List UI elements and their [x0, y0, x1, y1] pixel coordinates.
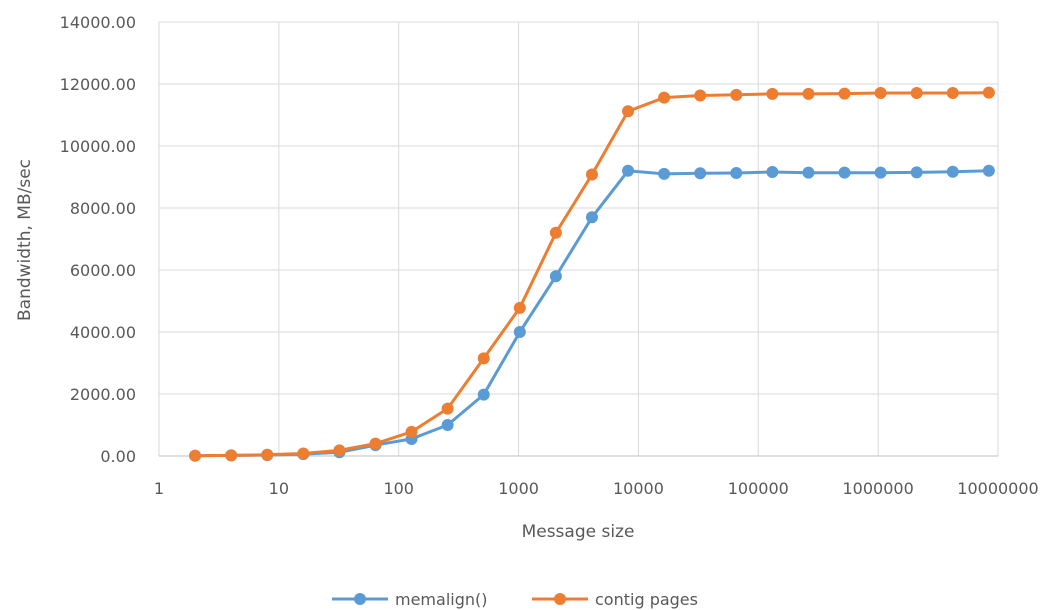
- data-point: [297, 447, 310, 460]
- x-tick-label: 100000: [728, 479, 789, 498]
- data-point: [910, 86, 923, 99]
- data-point: [189, 449, 202, 462]
- x-tick-label: 10000000: [957, 479, 1038, 498]
- data-point: [405, 425, 418, 438]
- x-tick-label: 100: [383, 479, 414, 498]
- series-2: [189, 86, 995, 462]
- legend-label: memalign(): [395, 590, 488, 609]
- data-point: [585, 211, 598, 224]
- data-point: [622, 105, 635, 118]
- data-point: [549, 270, 562, 283]
- legend-swatch-marker: [554, 593, 566, 605]
- data-point: [477, 388, 490, 401]
- y-tick-label: 10000.00: [60, 137, 136, 156]
- data-point: [694, 89, 707, 102]
- data-point: [838, 87, 851, 100]
- x-axis-tick-labels: 1 10 100 1000 10000 100000 1000000 10000000: [154, 479, 1039, 498]
- data-point: [982, 86, 995, 99]
- data-point: [585, 168, 598, 181]
- x-axis-label: Message size: [522, 522, 635, 542]
- data-point: [802, 87, 815, 100]
- data-point: [261, 448, 274, 461]
- data-point: [513, 326, 526, 338]
- y-tick-label: 8000.00: [70, 199, 136, 218]
- y-axis-tick-labels: 0.00 2000.00 4000.00 6000.00 8000.00 10000.00…: [60, 13, 136, 466]
- data-point: [622, 164, 635, 177]
- data-point: [838, 166, 851, 179]
- data-point: [333, 444, 346, 457]
- series-layer: [189, 86, 995, 462]
- x-tick-label: 1000000: [843, 479, 914, 498]
- data-point: [802, 166, 815, 179]
- x-tick-label: 1000: [498, 479, 539, 498]
- legend-item: memalign(): [332, 590, 488, 609]
- y-tick-label: 6000.00: [70, 261, 136, 280]
- data-point: [441, 402, 454, 415]
- data-point: [874, 86, 887, 99]
- x-tick-label: 10000: [613, 479, 664, 498]
- data-point: [369, 437, 382, 450]
- data-point: [982, 164, 995, 177]
- legend: memalign() contig pages: [332, 590, 698, 609]
- data-point: [730, 166, 743, 179]
- data-point: [441, 419, 454, 431]
- data-point: [658, 91, 671, 104]
- data-point: [658, 167, 671, 180]
- data-point: [766, 166, 779, 179]
- data-point: [910, 166, 923, 179]
- data-point: [946, 86, 959, 99]
- y-tick-label: 0.00: [100, 447, 136, 466]
- data-point: [225, 449, 238, 462]
- legend-label: contig pages: [595, 590, 698, 609]
- y-tick-label: 14000.00: [60, 13, 136, 32]
- series-1: [189, 164, 995, 462]
- x-tick-label: 1: [154, 479, 164, 498]
- legend-swatch-marker: [354, 593, 366, 605]
- data-point: [549, 226, 562, 239]
- data-point: [694, 167, 707, 180]
- data-point: [513, 301, 526, 314]
- data-point: [946, 165, 959, 178]
- y-tick-label: 2000.00: [70, 385, 136, 404]
- data-point: [874, 166, 887, 179]
- data-point: [766, 87, 779, 100]
- legend-item: contig pages: [532, 590, 698, 609]
- series-line: [195, 91, 989, 458]
- x-tick-label: 10: [269, 479, 289, 498]
- data-point: [730, 88, 743, 101]
- y-tick-label: 4000.00: [70, 323, 136, 342]
- data-point: [477, 352, 490, 365]
- y-tick-label: 12000.00: [60, 75, 136, 94]
- y-axis-label: Bandwidth, MB/sec: [15, 159, 35, 321]
- horizontal-gridlines: [159, 21, 998, 457]
